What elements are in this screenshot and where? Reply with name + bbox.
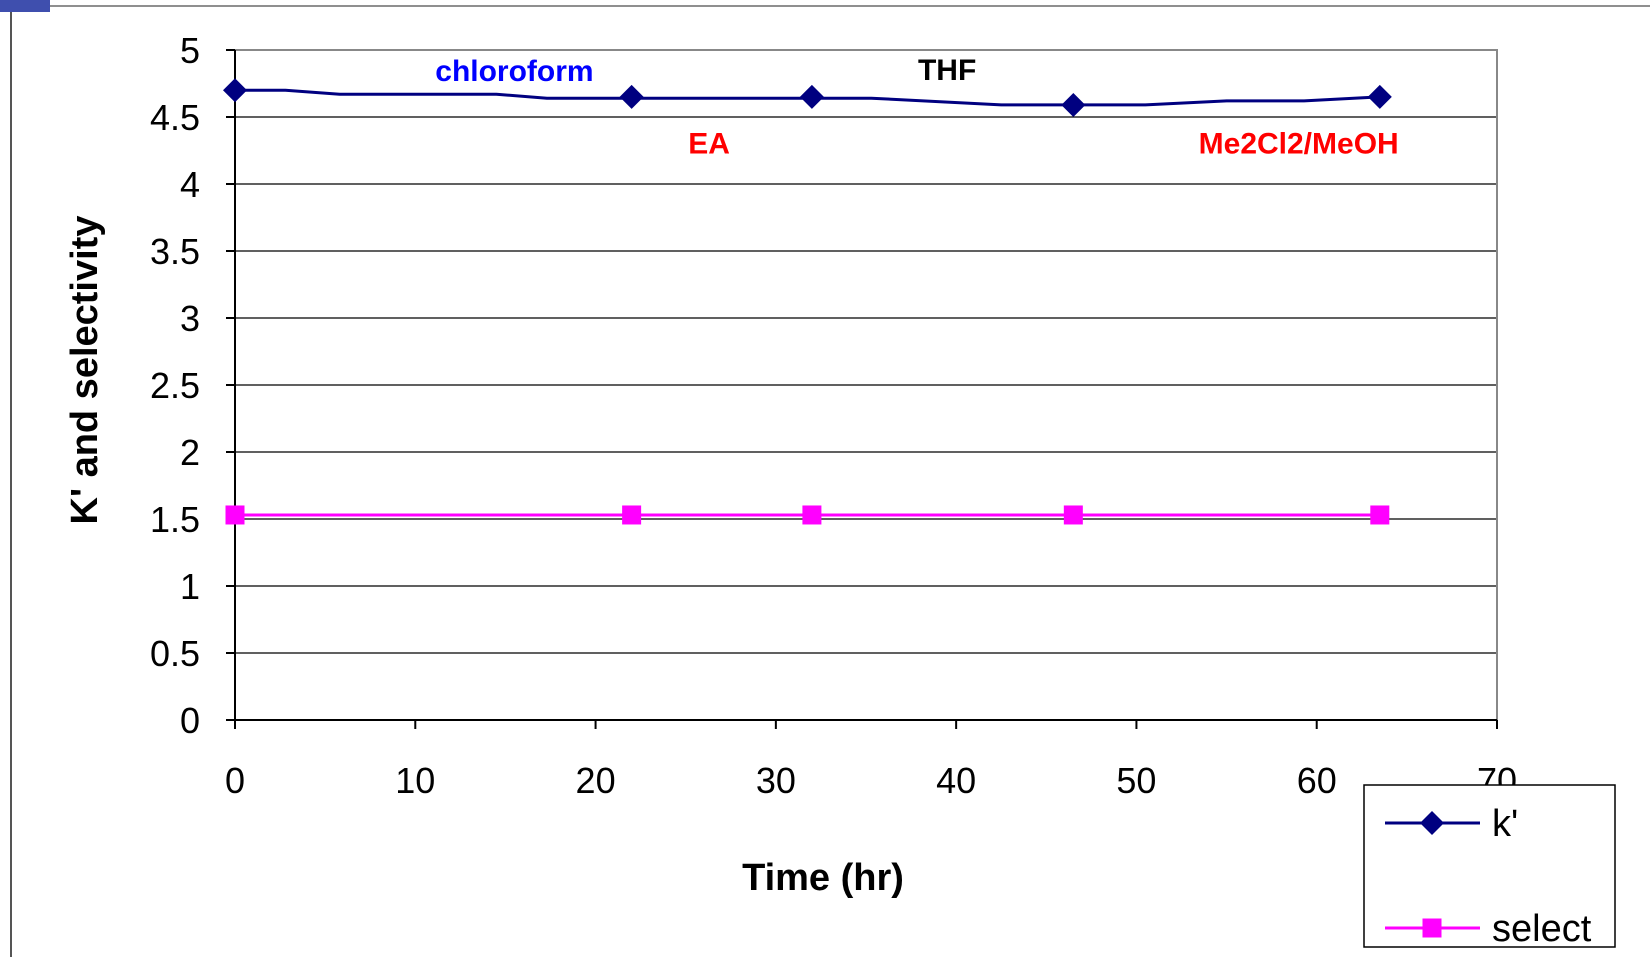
y-tick-label: 0.5 [150,633,200,674]
legend-marker [1422,918,1442,938]
data-point [1063,505,1083,525]
legend-box [1363,784,1616,948]
data-point [619,84,644,109]
data-point [225,505,245,525]
y-tick-label: 4.5 [150,97,200,138]
x-tick-label: 30 [756,760,796,801]
annotations: chloroform THF EA Me2Cl2/MeOH [435,54,1398,161]
x-tick-labels: 0 10 20 30 40 50 60 70 [225,760,1517,801]
y-tick-label: 4 [180,164,200,205]
series-select [225,505,1390,525]
y-tick-label: 2.5 [150,365,200,406]
y-tick-label: 1 [180,566,200,607]
y-tick-label: 3 [180,298,200,339]
y-tick-label: 3.5 [150,231,200,272]
data-point [223,78,247,103]
y-tick-label: 0 [180,700,200,741]
data-point [622,505,642,525]
legend-label: select [1492,908,1592,950]
y-axis-title: K' and selectivity [64,216,106,525]
data-point [802,505,822,525]
x-tick-label: 0 [225,760,245,801]
series-layer [223,78,1392,525]
series-k-prime [223,78,1392,117]
y-tick-label: 2 [180,432,200,473]
x-tick-label: 40 [936,760,976,801]
x-tick-label: 50 [1116,760,1156,801]
y-tick-label: 1.5 [150,499,200,540]
annotation-label: chloroform [435,55,593,88]
annotation-label: THF [918,54,976,87]
x-tick-label: 10 [395,760,435,801]
y-tick-label: 5 [180,30,200,71]
x-tick-label: 20 [576,760,616,801]
legend-label: k' [1492,803,1518,845]
data-point [799,84,824,109]
x-axis-title: Time (hr) [742,857,904,899]
legend: k' select [1363,784,1616,950]
data-point [1061,92,1086,117]
x-tick-label: 60 [1297,760,1337,801]
data-point [1367,84,1392,109]
slide-corner-accent [0,0,50,12]
legend-marker [1420,811,1444,835]
axes [226,49,1498,729]
annotation-label: EA [688,127,730,160]
data-point [1370,505,1390,525]
annotation-label: Me2Cl2/MeOH [1199,127,1399,160]
y-tick-labels: 0 0.5 1 1.5 2 2.5 3 3.5 4 4.5 5 [150,30,200,741]
